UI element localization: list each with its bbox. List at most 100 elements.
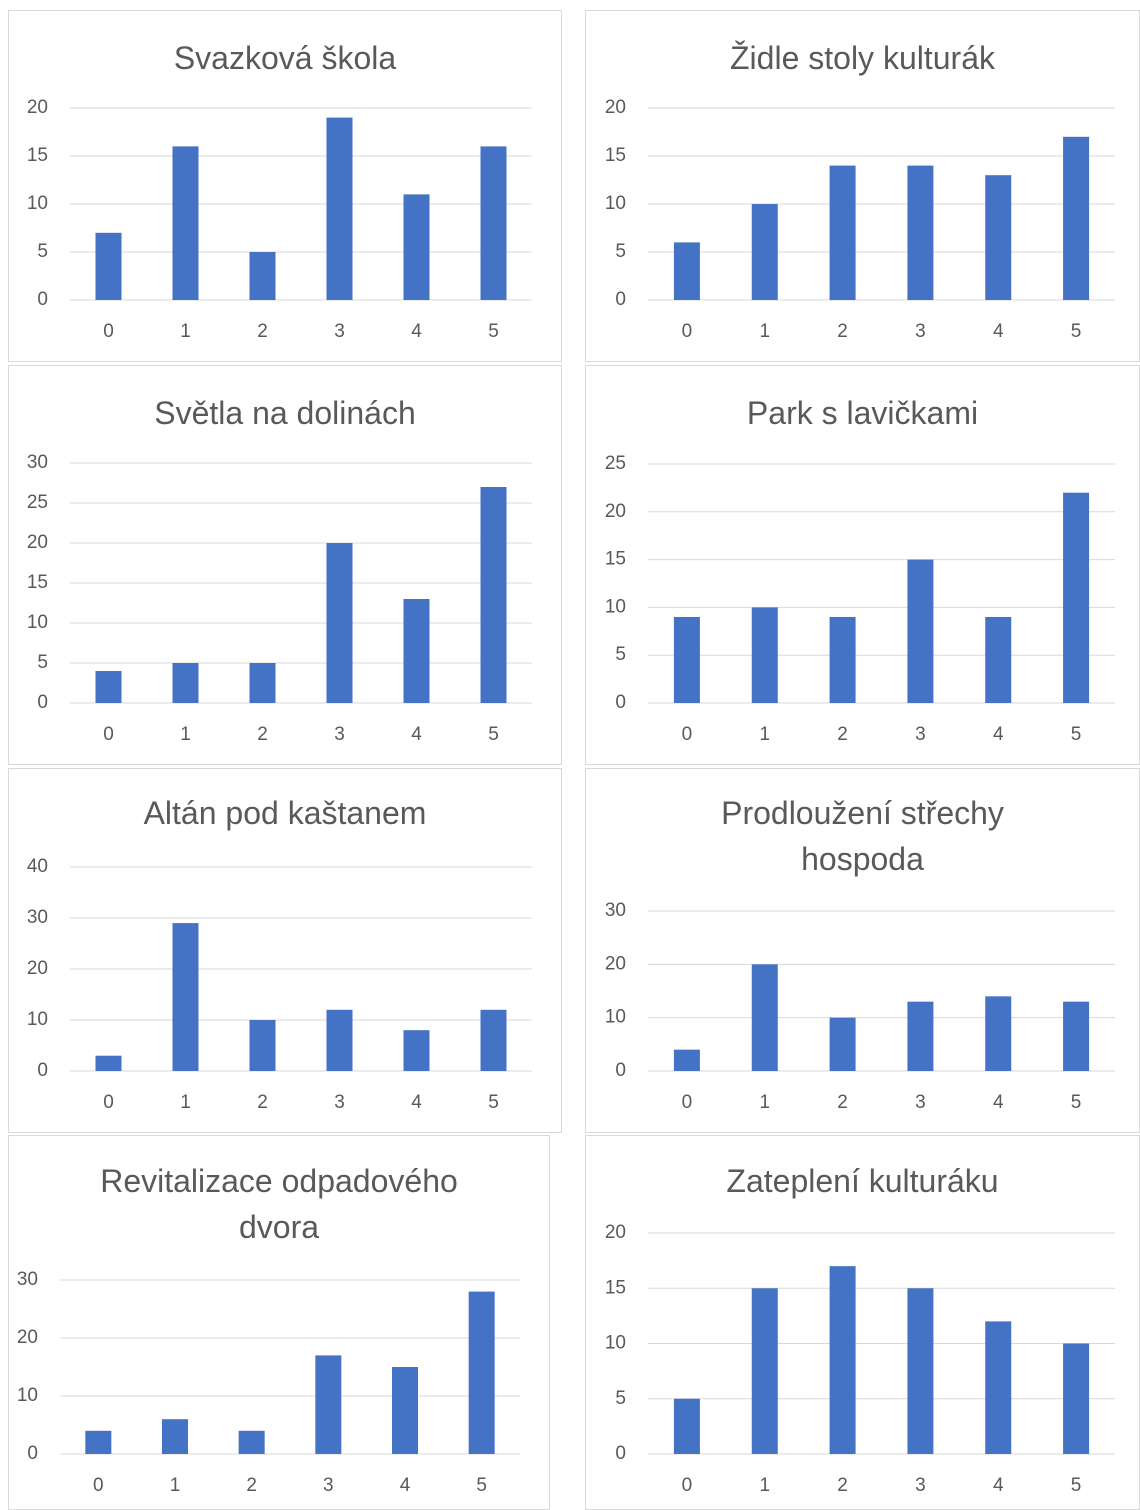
y-tick-label: 5 (37, 241, 48, 262)
chart-title: Svazková škola (173, 40, 397, 76)
chart-title: Altán pod kaštanem (143, 795, 427, 831)
x-tick-label: 5 (488, 1092, 499, 1113)
y-tick-label: 20 (605, 501, 626, 522)
y-tick-label: 30 (27, 907, 48, 928)
bar (403, 1030, 430, 1071)
x-tick-label: 3 (334, 724, 345, 745)
y-tick-label: 5 (37, 652, 48, 673)
bar (985, 175, 1012, 300)
y-tick-label: 20 (605, 97, 626, 118)
bar (326, 1009, 353, 1071)
chart-title-box: Park s lavičkami (585, 390, 1140, 436)
y-tick-label: 0 (615, 1443, 626, 1464)
bar (95, 1055, 122, 1071)
y-tick-label: 20 (27, 97, 48, 118)
x-tick-label: 2 (837, 1475, 848, 1496)
bar (751, 1288, 778, 1454)
x-tick-label: 1 (180, 1092, 191, 1113)
x-tick-label: 4 (411, 1092, 422, 1113)
bar (673, 1398, 700, 1454)
x-tick-label: 5 (1071, 724, 1082, 745)
bar (326, 543, 353, 703)
chart-title-box: Revitalizace odpadového dvora (8, 1158, 550, 1250)
x-tick-label: 1 (759, 1092, 770, 1113)
y-tick-label: 10 (27, 193, 48, 214)
y-tick-label: 10 (605, 193, 626, 214)
y-tick-label: 15 (605, 1277, 626, 1298)
x-tick-label: 1 (170, 1475, 181, 1496)
chart-panel (585, 768, 1140, 1133)
y-tick-label: 10 (605, 1007, 626, 1028)
bar (907, 559, 934, 703)
bar (751, 964, 778, 1071)
x-tick-label: 4 (993, 321, 1004, 342)
bar (907, 1001, 934, 1071)
x-tick-label: 4 (411, 321, 422, 342)
chart-title-box: Zateplení kulturáku (585, 1158, 1140, 1204)
bar (315, 1355, 342, 1454)
bar (392, 1367, 418, 1454)
bar (162, 1419, 188, 1454)
chart-title: Revitalizace odpadového dvora (100, 1163, 458, 1245)
x-tick-label: 1 (180, 724, 191, 745)
bar (480, 146, 507, 300)
bar (829, 1017, 856, 1071)
bar (829, 165, 856, 300)
y-tick-label: 0 (27, 1443, 38, 1464)
x-tick-label: 0 (103, 724, 114, 745)
x-tick-label: 5 (1071, 321, 1082, 342)
bar (172, 663, 199, 703)
y-tick-label: 25 (27, 492, 48, 513)
y-tick-label: 0 (37, 289, 48, 310)
y-tick-label: 40 (27, 856, 48, 877)
bar (907, 165, 934, 300)
chart-title: Park s lavičkami (746, 395, 979, 431)
x-tick-label: 2 (837, 321, 848, 342)
x-tick-label: 5 (476, 1475, 487, 1496)
bar (172, 146, 199, 300)
x-tick-label: 0 (682, 1475, 693, 1496)
x-tick-label: 4 (993, 724, 1004, 745)
y-tick-label: 20 (17, 1327, 38, 1348)
bar (1063, 1343, 1090, 1454)
y-tick-label: 10 (605, 1333, 626, 1354)
bar (907, 1288, 934, 1454)
bar (95, 232, 122, 300)
bar (751, 607, 778, 703)
x-tick-label: 2 (257, 321, 268, 342)
x-tick-label: 3 (334, 321, 345, 342)
y-tick-label: 5 (615, 644, 626, 665)
chart-title-box: Altán pod kaštanem (8, 790, 562, 836)
y-tick-label: 5 (615, 241, 626, 262)
y-tick-label: 0 (615, 289, 626, 310)
bar (673, 616, 700, 703)
y-tick-label: 20 (605, 1222, 626, 1243)
bar (673, 1049, 700, 1071)
bar (249, 252, 276, 300)
x-tick-label: 0 (103, 321, 114, 342)
chart-panel (585, 10, 1140, 362)
y-tick-label: 20 (605, 953, 626, 974)
y-tick-label: 0 (615, 692, 626, 713)
y-tick-label: 0 (37, 692, 48, 713)
x-tick-label: 4 (400, 1475, 411, 1496)
x-tick-label: 5 (1071, 1092, 1082, 1113)
x-tick-label: 1 (759, 1475, 770, 1496)
bar (829, 616, 856, 703)
bar (829, 1266, 856, 1454)
y-tick-label: 15 (605, 549, 626, 570)
x-tick-label: 3 (915, 1475, 926, 1496)
x-tick-label: 3 (915, 321, 926, 342)
x-tick-label: 1 (759, 321, 770, 342)
bar (85, 1430, 112, 1454)
y-tick-label: 10 (17, 1385, 38, 1406)
bar (95, 671, 122, 703)
x-tick-label: 1 (180, 321, 191, 342)
chart-title: Zateplení kulturáku (726, 1163, 999, 1199)
bar (1063, 1001, 1090, 1071)
bar (468, 1291, 495, 1454)
x-tick-label: 5 (488, 321, 499, 342)
y-tick-label: 0 (615, 1060, 626, 1081)
bar (1063, 492, 1090, 703)
